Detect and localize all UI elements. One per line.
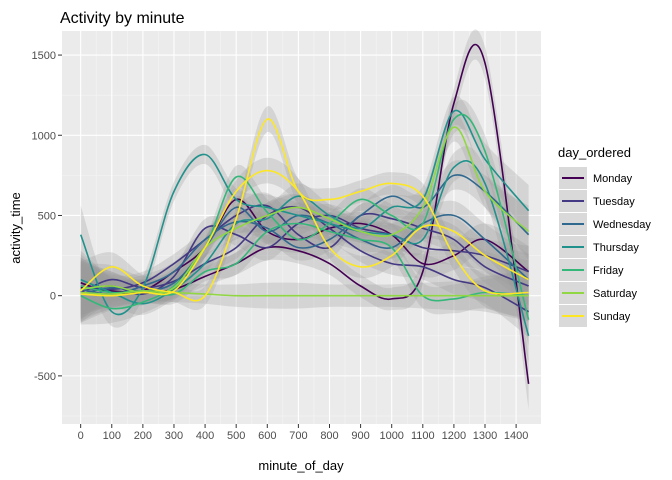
y-tick-label: 1500: [32, 50, 56, 62]
legend-title: day_ordered: [558, 145, 631, 160]
x-tick-label: 1000: [379, 430, 403, 442]
y-tick-label: -500: [34, 371, 56, 383]
x-tick-label: 700: [289, 430, 307, 442]
confidence-band: [80, 187, 529, 312]
series-line-sunday: [80, 169, 529, 297]
x-tick-label: 400: [196, 430, 214, 442]
legend: day_ordered Monday Tuesday Wednesday Thursd…: [558, 145, 651, 327]
y-tick-label: 0: [50, 291, 56, 303]
x-tick-label: 1200: [442, 430, 466, 442]
series-line-thursday: [79, 153, 530, 337]
confidence-band: [80, 192, 529, 315]
confidence-band: [80, 193, 529, 338]
series-line-friday: [80, 113, 530, 320]
x-tick-label: 600: [258, 430, 276, 442]
x-axis-ticks: 0 100 200 300 400 500 600 700 800 900 1000 1100 1200…: [78, 424, 528, 442]
x-tick-label: 500: [227, 430, 245, 442]
confidence-band: [80, 106, 529, 320]
legend-label-sunday: Sunday: [593, 311, 631, 323]
legend-label-tuesday: Tuesday: [593, 196, 635, 208]
legend-label-saturday: Saturday: [593, 288, 638, 300]
x-axis-title: minute_of_day: [258, 458, 344, 473]
y-tick-label: 500: [38, 210, 56, 222]
y-tick-label: 1000: [32, 130, 56, 142]
series-line-sunday: [80, 118, 529, 302]
series-lines: [79, 43, 530, 385]
x-tick-label: 200: [134, 430, 152, 442]
confidence-band: [80, 144, 529, 362]
x-tick-label: 0: [78, 430, 84, 442]
confidence-band: [80, 157, 529, 323]
x-tick-label: 1400: [504, 430, 528, 442]
confidence-band: [80, 263, 529, 322]
x-tick-label: 1300: [473, 430, 497, 442]
x-tick-label: 300: [165, 430, 183, 442]
x-tick-label: 1100: [411, 430, 435, 442]
series-line-saturday: [80, 290, 529, 297]
series-line-tuesday: [80, 204, 529, 291]
legend-label-monday: Monday: [593, 173, 633, 185]
legend-label-friday: Friday: [593, 265, 624, 277]
y-axis-title: activity_time: [8, 192, 23, 264]
legend-label-wednesday: Wednesday: [593, 219, 651, 231]
chart-title: Activity by minute: [60, 10, 185, 27]
confidence-band: [80, 210, 529, 322]
x-tick-label: 100: [103, 430, 121, 442]
legend-label-thursday: Thursday: [593, 242, 639, 254]
y-axis-ticks: -500 0 500 1000 1500: [32, 50, 62, 383]
plot-panel: [62, 31, 541, 424]
confidence-band: [80, 29, 529, 410]
confidence-band: [80, 95, 529, 316]
x-tick-label: 900: [351, 430, 369, 442]
x-tick-label: 800: [320, 430, 338, 442]
